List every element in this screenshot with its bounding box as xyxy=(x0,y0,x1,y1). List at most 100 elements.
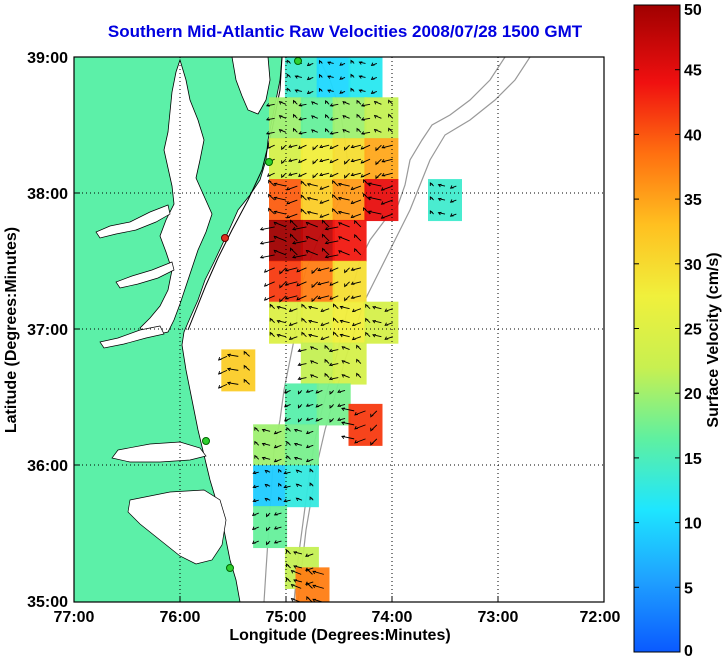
velocity-arrow xyxy=(312,144,319,151)
velocity-arrow xyxy=(226,353,239,358)
velocity-arrow xyxy=(320,322,330,327)
velocity-arrow xyxy=(289,219,298,228)
velocity-arrow xyxy=(329,295,339,300)
velocity-arrow xyxy=(356,358,362,364)
velocity-arrow xyxy=(324,372,330,378)
velocity-arrow xyxy=(320,308,330,313)
velocity-arrow xyxy=(332,207,339,215)
velocity-arrow xyxy=(327,61,334,65)
velocity-arrow xyxy=(311,295,319,303)
velocity-arrow xyxy=(384,322,393,326)
velocity-arrow xyxy=(356,113,362,119)
velocity-arrow xyxy=(341,407,355,412)
velocity-arrow xyxy=(297,348,307,353)
velocity-arrow xyxy=(273,458,282,463)
velocity-arrow xyxy=(252,526,259,531)
colorbar-tick-label: 25 xyxy=(684,322,702,339)
velocity-arrow xyxy=(370,424,378,432)
velocity-arrow xyxy=(319,199,330,204)
velocity-arrow xyxy=(437,183,446,188)
velocity-arrow xyxy=(325,128,330,133)
velocity-arrow xyxy=(315,404,323,408)
velocity-arrow xyxy=(375,144,382,152)
velocity-arrow xyxy=(284,295,298,300)
velocity-arrow xyxy=(380,199,393,205)
velocity-arrow xyxy=(266,172,275,177)
velocity-arrow xyxy=(293,442,303,447)
velocity-arrow xyxy=(266,144,275,149)
velocity-arrow xyxy=(305,444,314,449)
colorbar-tick-label: 30 xyxy=(684,257,702,274)
velocity-arrow xyxy=(339,333,350,338)
velocity-arrow xyxy=(269,317,275,324)
velocity-arrow xyxy=(308,320,318,324)
velocity-arrow xyxy=(276,320,287,324)
velocity-arrow xyxy=(354,424,366,430)
velocity-arrow xyxy=(319,172,330,177)
velocity-arrow xyxy=(226,381,239,386)
velocity-arrow xyxy=(286,440,291,446)
velocity-arrow xyxy=(354,234,362,242)
chart-title: Southern Mid-Atlantic Raw Velocities 200… xyxy=(107,22,583,41)
velocity-arrow xyxy=(301,303,307,310)
velocity-arrow xyxy=(344,281,350,288)
velocity-arrow xyxy=(370,62,377,67)
velocity-arrow xyxy=(261,456,271,461)
colorbar-tick-label: 50 xyxy=(684,2,702,19)
velocity-arrow xyxy=(310,346,318,350)
velocity-arrow xyxy=(288,144,298,148)
velocity-arrow xyxy=(296,267,307,273)
velocity-arrow xyxy=(252,512,259,517)
velocity-arrow xyxy=(254,426,260,432)
velocity-arrow xyxy=(341,374,350,378)
albemarle-sound xyxy=(111,441,207,463)
velocity-arrow xyxy=(292,226,307,231)
velocity-arrow xyxy=(324,344,330,350)
velocity-arrow xyxy=(429,182,434,187)
velocity-arrow xyxy=(306,582,313,589)
velocity-arrow xyxy=(305,403,314,407)
velocity-arrow xyxy=(329,390,335,395)
velocity-arrow xyxy=(269,303,275,310)
velocity-arrow xyxy=(294,75,302,79)
colorbar xyxy=(633,4,681,653)
velocity-arrow xyxy=(328,362,339,367)
velocity-arrow xyxy=(305,389,314,393)
velocity-arrow xyxy=(329,144,339,150)
velocity-arrow xyxy=(328,376,339,381)
velocity-arrow xyxy=(350,199,362,205)
velocity-arrow xyxy=(254,454,260,460)
delaware-bay xyxy=(231,57,271,115)
velocity-arrow xyxy=(265,103,275,107)
velocity-arrow xyxy=(350,295,362,299)
radar-site-marker xyxy=(294,57,302,65)
velocity-arrow xyxy=(344,295,350,302)
y-tick-label: 38:00 xyxy=(27,186,68,203)
velocity-arrow xyxy=(293,428,303,433)
grid xyxy=(74,57,604,602)
velocity-arrow xyxy=(341,360,350,364)
velocity-arrow xyxy=(373,114,382,119)
velocity-arrow xyxy=(358,75,366,79)
velocity-arrow xyxy=(273,210,287,215)
velocity-arrow xyxy=(243,364,250,371)
velocity-arrow xyxy=(297,362,307,367)
velocity-arrow xyxy=(354,410,366,416)
velocity-arrow xyxy=(337,196,350,201)
velocity-arrow xyxy=(381,144,393,149)
velocity-arrow xyxy=(252,540,259,545)
velocity-arrow xyxy=(281,144,287,151)
colorbar-tick-label: 5 xyxy=(684,580,693,597)
velocity-arrow xyxy=(342,129,350,133)
velocity-arrow xyxy=(380,213,393,219)
velocity-arrow xyxy=(279,267,287,275)
velocity-arrow xyxy=(306,183,318,187)
velocity-arrow xyxy=(268,207,275,215)
velocity-arrow xyxy=(329,281,339,286)
velocity-arrow xyxy=(367,196,382,201)
velocity-arrow xyxy=(266,540,271,546)
velocity-arrow xyxy=(309,496,314,501)
velocity-arrow xyxy=(279,295,287,303)
velocity-arrow xyxy=(375,172,382,180)
